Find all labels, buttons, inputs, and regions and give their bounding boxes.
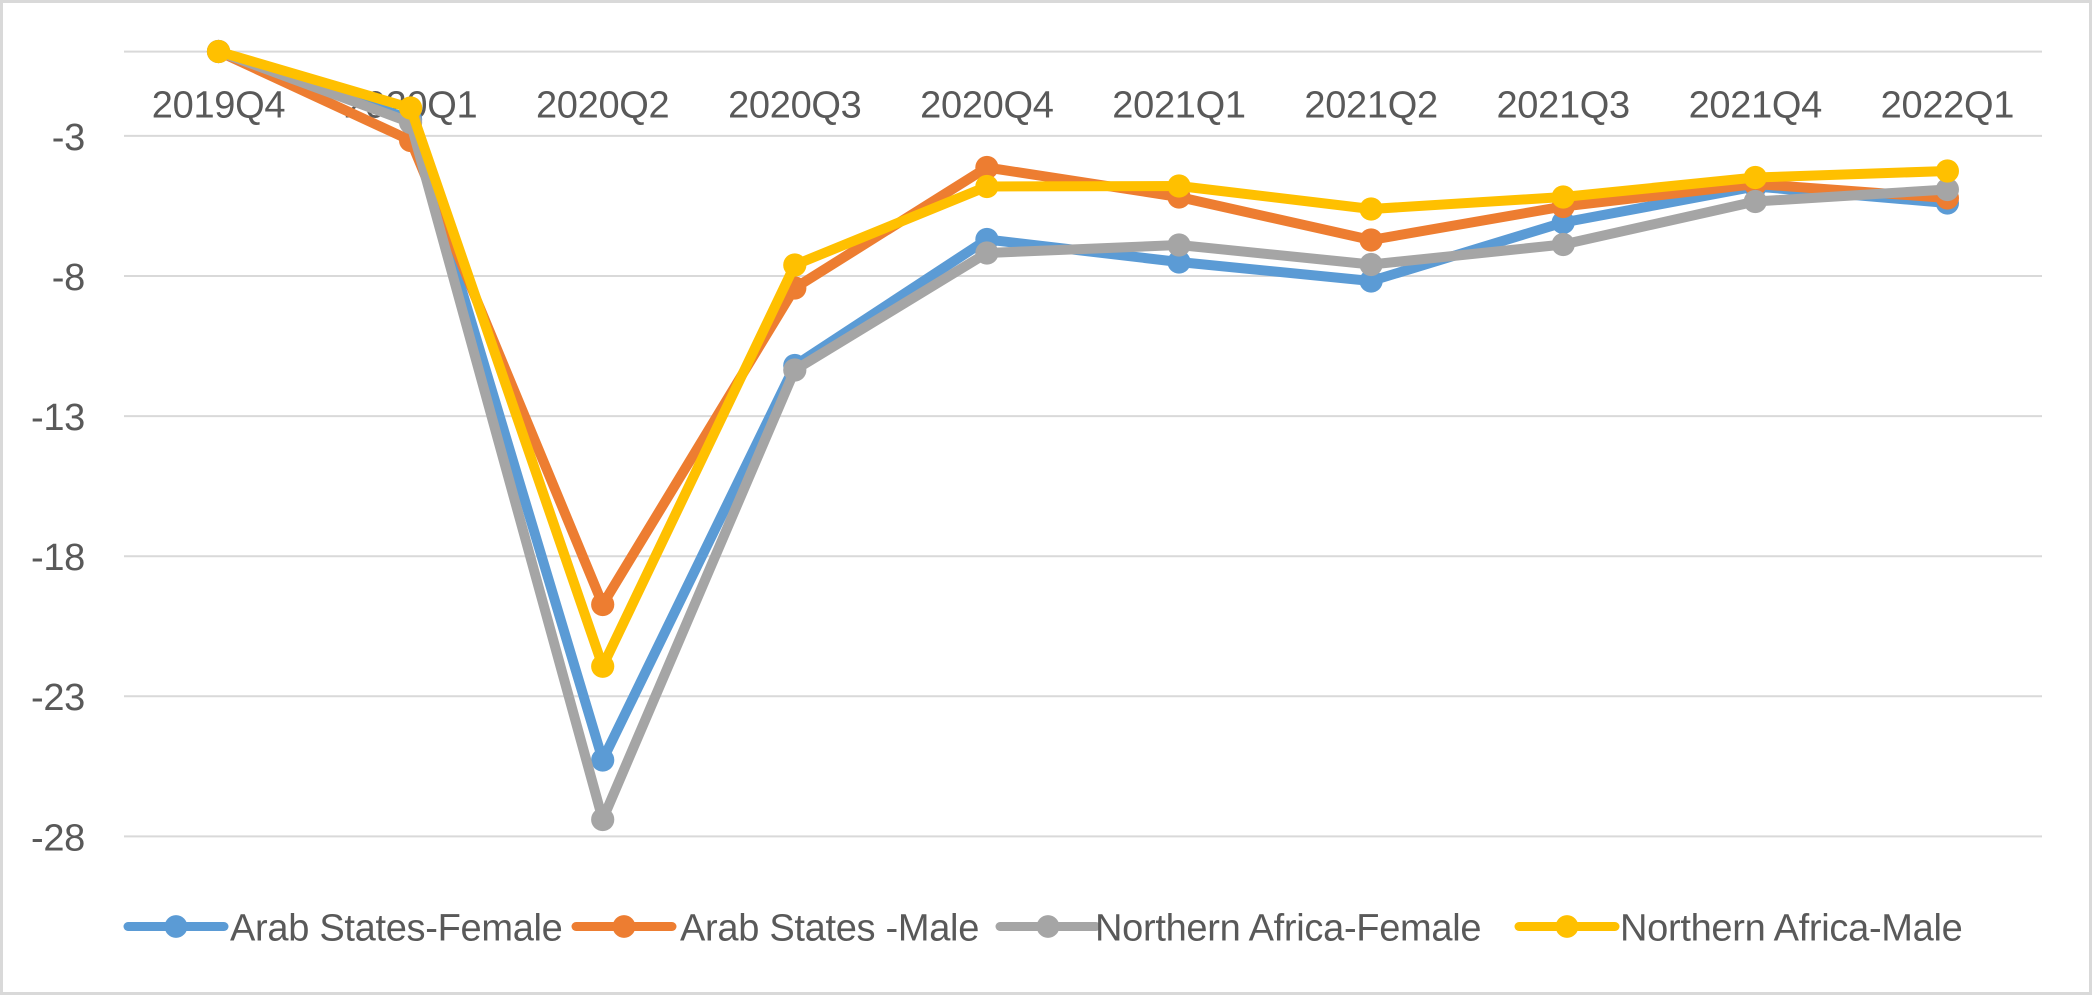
svg-text:2020Q3: 2020Q3 — [728, 84, 861, 126]
svg-text:-8: -8 — [52, 257, 85, 299]
svg-text:2022Q1: 2022Q1 — [1881, 84, 2014, 126]
svg-text:-18: -18 — [31, 537, 85, 579]
svg-text:-3: -3 — [52, 117, 85, 159]
svg-text:-23: -23 — [31, 677, 85, 719]
svg-text:Arab States-Female: Arab States-Female — [230, 908, 563, 950]
svg-text:Arab States -Male: Arab States -Male — [680, 908, 979, 950]
svg-text:2021Q1: 2021Q1 — [1112, 84, 1245, 126]
svg-text:Northern Africa-Female: Northern Africa-Female — [1095, 908, 1481, 950]
svg-text:Northern Africa-Male: Northern Africa-Male — [1620, 908, 1962, 950]
svg-text:2019Q4: 2019Q4 — [152, 84, 286, 126]
svg-text:2021Q2: 2021Q2 — [1304, 84, 1437, 126]
svg-text:2020Q4: 2020Q4 — [920, 84, 1054, 126]
svg-text:2021Q4: 2021Q4 — [1689, 84, 1823, 126]
svg-text:2020Q2: 2020Q2 — [536, 84, 669, 126]
svg-text:-13: -13 — [31, 397, 85, 439]
svg-text:-28: -28 — [31, 817, 85, 859]
svg-text:2021Q3: 2021Q3 — [1496, 84, 1629, 126]
